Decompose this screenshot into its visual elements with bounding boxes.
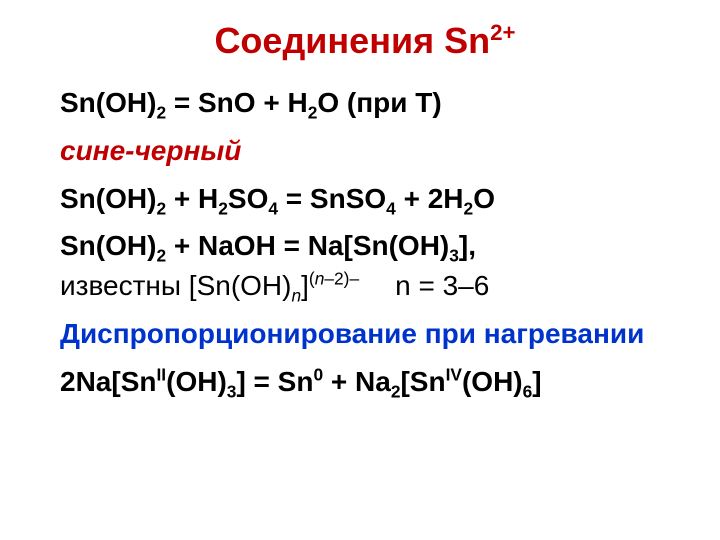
eq3-a: Sn(OH) xyxy=(60,230,156,261)
equation-2: Sn(OH)2 + H2SO4 = SnSO4 + 2H2O xyxy=(60,180,670,218)
eq1-a-sub: 2 xyxy=(156,103,166,123)
eq3n-a: известны [Sn(OH) xyxy=(60,270,291,301)
eq4-c: ] = Sn xyxy=(236,366,313,397)
eq4-c-sup: 0 xyxy=(313,364,323,384)
eq4-f: (OH) xyxy=(462,366,523,397)
eq4-e-sup: IV xyxy=(446,364,462,384)
eq3n-sup-rest: –2)– xyxy=(324,269,359,289)
eq4-d: + Na xyxy=(323,366,391,397)
eq2-a-sub: 2 xyxy=(156,198,166,218)
eq2-c-sub: 4 xyxy=(268,198,278,218)
eq3n-sup-n: n xyxy=(315,269,325,289)
slide-title: Соединения Sn2+ xyxy=(60,20,670,62)
note-color: сине-черный xyxy=(60,132,670,170)
equation-3: Sn(OH)2 + NaOH = Na[Sn(OH)3], xyxy=(60,227,670,265)
eq3n-b-sup: (n–2)– xyxy=(309,269,359,289)
eq1-b-sub: 2 xyxy=(308,103,318,123)
eq4-e: [Sn xyxy=(400,366,445,397)
equation-3-note: известны [Sn(OH)n](n–2)–n = 3–6 xyxy=(60,267,670,305)
eq4-f-sub: 6 xyxy=(523,381,533,401)
eq3n-b: ] xyxy=(301,270,309,301)
title-sup: 2+ xyxy=(490,20,515,45)
eq2-b: + H xyxy=(166,183,218,214)
eq2-e-sub: 2 xyxy=(464,198,474,218)
eq1-b: = SnO + H xyxy=(166,87,308,118)
eq3-b-sub: 3 xyxy=(449,246,459,266)
equation-1: Sn(OH)2 = SnO + H2O (при T) xyxy=(60,84,670,122)
eq2-b-sub: 2 xyxy=(218,198,228,218)
eq4-b-sub: 3 xyxy=(227,381,237,401)
disprop-text: Диспропорционирование при нагревании xyxy=(60,318,644,349)
eq4-g: ] xyxy=(532,366,541,397)
eq2-d: = SnSO xyxy=(278,183,386,214)
slide: Соединения Sn2+ Sn(OH)2 = SnO + H2O (при… xyxy=(0,0,720,540)
eq3n-c: n = 3–6 xyxy=(395,270,489,301)
eq2-c: SO xyxy=(228,183,268,214)
eq1-a: Sn(OH) xyxy=(60,87,156,118)
note-text: сине-черный xyxy=(60,135,241,166)
eq2-e: + 2H xyxy=(396,183,464,214)
eq3-b: + NaOH = Na[Sn(OH) xyxy=(166,230,449,261)
eq1-c: O (при T) xyxy=(317,87,441,118)
eq3-a-sub: 2 xyxy=(156,246,166,266)
equation-4: 2Na[SnII(OH)3] = Sn0 + Na2[SnIV(OH)6] xyxy=(60,363,670,401)
eq4-a-sup: II xyxy=(156,364,166,384)
disproportionation-label: Диспропорционирование при нагревании xyxy=(60,315,670,353)
eq3n-a-sub: n xyxy=(291,286,301,306)
eq2-a: Sn(OH) xyxy=(60,183,156,214)
title-text: Соединения Sn xyxy=(214,20,490,61)
eq2-f: O xyxy=(473,183,495,214)
eq4-a: 2Na[Sn xyxy=(60,366,156,397)
eq2-d-sub: 4 xyxy=(386,198,396,218)
eq3-c: ], xyxy=(459,230,476,261)
eq4-b: (OH) xyxy=(166,366,227,397)
